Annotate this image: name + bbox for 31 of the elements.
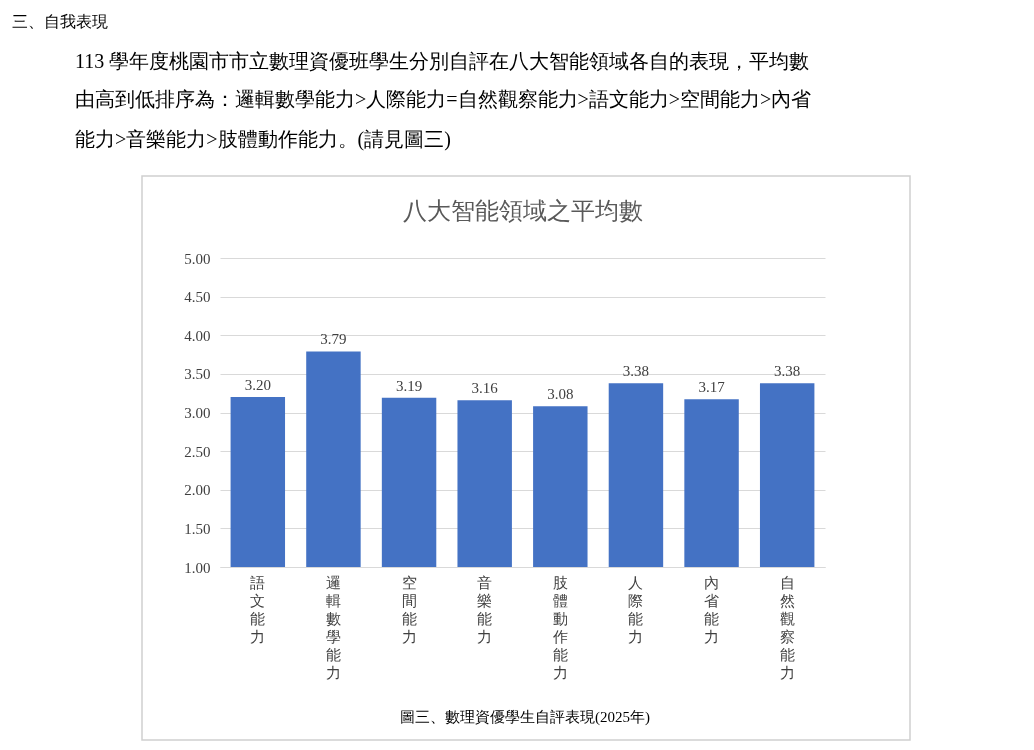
x-tick-label: 空間能力 — [401, 574, 417, 645]
y-tick-label: 3.00 — [184, 405, 211, 421]
y-tick-label: 4.00 — [184, 327, 211, 344]
data-label: 3.16 — [471, 380, 499, 397]
chart-title: 八大智能領域之平均數 — [402, 198, 643, 224]
x-tick-label: 語文能力 — [250, 574, 266, 645]
y-tick-label: 2.00 — [184, 482, 211, 499]
data-label: 3.38 — [774, 363, 801, 380]
y-tick-label: 5.00 — [184, 250, 211, 267]
x-tick-label: 音樂能力 — [477, 574, 493, 645]
text: 圖三、數理資優學生自評表現(2025年) — [400, 709, 650, 726]
data-label: 3.17 — [698, 379, 726, 396]
data-label: 3.38 — [622, 363, 650, 380]
text: 113 學年度桃園市市立數理資優班學生分別自評在八大智能領域各自的表現，平均數 — [75, 50, 810, 72]
x-tick-label: 人際能力 — [628, 574, 644, 645]
x-tick-label: 肢體動作能力 — [551, 574, 568, 681]
y-tick-label: 4.50 — [184, 289, 211, 306]
x-tick-label: 自然觀察能力 — [779, 574, 795, 681]
data-label: 3.08 — [547, 386, 574, 403]
text: 由高到低排序為：邏輯數學能力>人際能力=自然觀察能力>語文能力>空間能力>內省 — [75, 88, 812, 110]
x-tick-label: 邏輯數學能力 — [325, 574, 341, 681]
x-tick-label: 內省能力 — [704, 574, 720, 645]
y-tick-label: 1.50 — [184, 520, 211, 537]
data-label: 3.79 — [320, 331, 347, 348]
data-label: 3.19 — [395, 377, 423, 394]
y-tick-label: 3.50 — [184, 366, 211, 383]
text: 能力>音樂能力>肢體動作能力。(請見圖三) — [75, 128, 451, 151]
y-tick-label: 1.00 — [184, 559, 211, 576]
data-label: 3.20 — [244, 377, 271, 394]
text: 三、自我表現 — [12, 13, 108, 30]
y-tick-label: 2.50 — [184, 443, 211, 460]
